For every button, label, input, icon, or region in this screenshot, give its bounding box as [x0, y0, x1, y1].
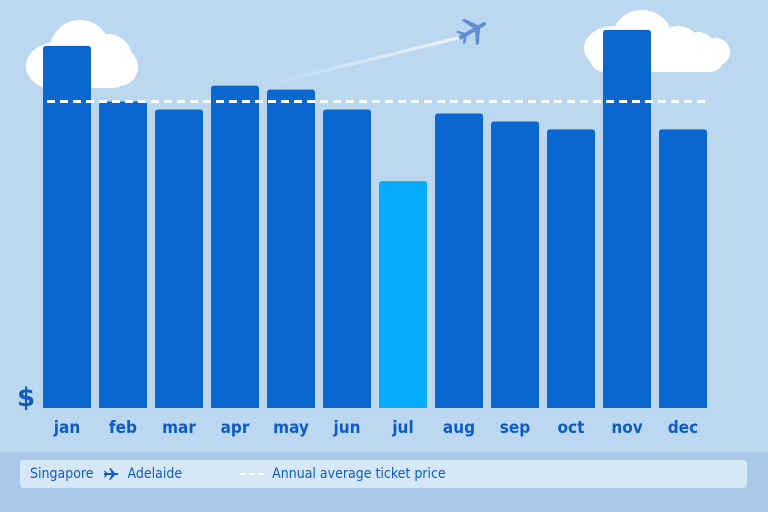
bar-chart: jan feb mar apr may jun jul aug sep oct nov dec $ [17, 29, 707, 438]
tick-label-jun: jun [332, 418, 360, 438]
bar-oct [547, 129, 595, 408]
destination-label: Adelaide [127, 466, 183, 482]
bar-jun [323, 109, 371, 408]
dashed-line-swatch [240, 473, 265, 475]
bar-aug [435, 113, 483, 408]
tick-label-oct: oct [558, 418, 585, 438]
tick-label-feb: feb [109, 418, 137, 438]
route-label: Singapore Adelaide [30, 466, 182, 482]
bar-jul [379, 181, 427, 408]
tick-label-jan: jan [53, 418, 80, 438]
bar-nov [603, 29, 651, 409]
bar-sep [491, 121, 539, 408]
bar-may [267, 89, 315, 408]
bar-dec [659, 129, 707, 408]
y-axis-label: $ [17, 383, 35, 413]
bar-mar [155, 109, 203, 408]
plane-icon [455, 18, 487, 46]
legend: Singapore Adelaide Annual average ticket… [20, 460, 747, 488]
sky-decoration [268, 18, 487, 86]
bar-jan [43, 45, 91, 408]
tick-label-may: may [273, 418, 309, 438]
bar-feb [99, 101, 147, 408]
plane-icon [103, 468, 118, 480]
bar-apr [211, 85, 259, 409]
tick-label-aug: aug [443, 418, 475, 438]
tick-label-dec: dec [668, 418, 698, 438]
tick-label-apr: apr [221, 418, 250, 438]
tick-label-nov: nov [611, 418, 642, 438]
tick-label-mar: mar [162, 418, 196, 438]
tick-label-sep: sep [500, 418, 530, 438]
tick-label-jul: jul [391, 418, 413, 438]
average-legend-item: Annual average ticket price [240, 466, 446, 482]
average-legend-label: Annual average ticket price [272, 466, 446, 482]
origin-label: Singapore [30, 466, 94, 482]
